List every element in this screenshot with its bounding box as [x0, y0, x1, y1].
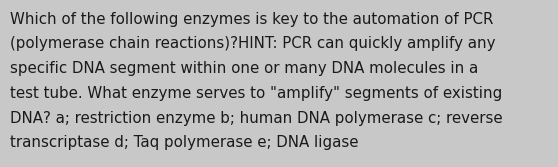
Text: Which of the following enzymes is key to the automation of PCR: Which of the following enzymes is key to… [10, 12, 493, 27]
Text: specific DNA segment within one or many DNA molecules in a: specific DNA segment within one or many … [10, 61, 478, 76]
Text: (polymerase chain reactions)?HINT: PCR can quickly amplify any: (polymerase chain reactions)?HINT: PCR c… [10, 36, 496, 51]
Text: test tube. What enzyme serves to "amplify" segments of existing: test tube. What enzyme serves to "amplif… [10, 86, 502, 101]
Text: DNA? a; restriction enzyme b; human DNA polymerase c; reverse: DNA? a; restriction enzyme b; human DNA … [10, 111, 503, 126]
Text: transcriptase d; Taq polymerase e; DNA ligase: transcriptase d; Taq polymerase e; DNA l… [10, 135, 359, 150]
